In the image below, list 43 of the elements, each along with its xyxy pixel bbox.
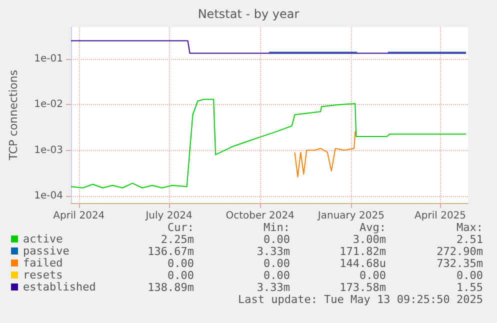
- legend-label: active: [23, 232, 63, 246]
- x-tick-label: April 2024: [53, 210, 105, 222]
- y-axis-title: TCP connections: [7, 70, 20, 162]
- legend-label: resets: [23, 268, 63, 282]
- text: 3.33m: [256, 281, 290, 294]
- text: 732.35m: [436, 257, 484, 270]
- chart-title: Netstat - by year: [198, 7, 300, 21]
- text: 173.58m: [340, 281, 386, 294]
- line-series: [70, 98, 467, 188]
- text: 0.00: [264, 233, 290, 246]
- line-series: [294, 130, 356, 178]
- y-tick-label: 1e-04: [34, 190, 63, 202]
- text: 138.89m: [148, 281, 194, 294]
- legend-label: failed: [23, 256, 63, 270]
- y-tick-label: 1e-03: [34, 144, 63, 156]
- x-tick-label: July 2024: [144, 210, 192, 222]
- text: 0.00: [360, 269, 386, 282]
- x-tick-label: October 2024: [226, 210, 294, 222]
- text: Avg:: [360, 221, 386, 234]
- x-tick-label: April 2025: [414, 210, 466, 222]
- x-tick-label: January 2025: [316, 210, 384, 222]
- text: Cur:: [168, 221, 194, 234]
- legend-label: established: [23, 280, 96, 294]
- legend-label: passive: [23, 244, 70, 258]
- text: Min:: [264, 221, 290, 234]
- text: 2.51: [456, 233, 484, 246]
- text: 0.00: [456, 269, 484, 282]
- text: 1.55: [456, 281, 484, 294]
- text: 144.68u: [340, 257, 386, 270]
- text: 0.00: [264, 257, 290, 270]
- text: 0.00: [168, 257, 194, 270]
- text: Last update: Tue May 13 09:25:50 2025: [238, 293, 484, 306]
- text: Max:: [456, 221, 484, 234]
- text: 3.33m: [256, 245, 290, 258]
- text: 3.00m: [352, 233, 386, 246]
- y-tick-label: 1e-02: [34, 99, 63, 110]
- y-tick-label: 1e-01: [34, 53, 63, 64]
- text: 0.00: [264, 269, 290, 282]
- text: 0.00: [168, 269, 194, 282]
- text: 136.67m: [148, 245, 194, 258]
- text: 171.82m: [340, 245, 386, 258]
- text: 2.25m: [160, 233, 194, 246]
- text: 272.90m: [436, 245, 484, 258]
